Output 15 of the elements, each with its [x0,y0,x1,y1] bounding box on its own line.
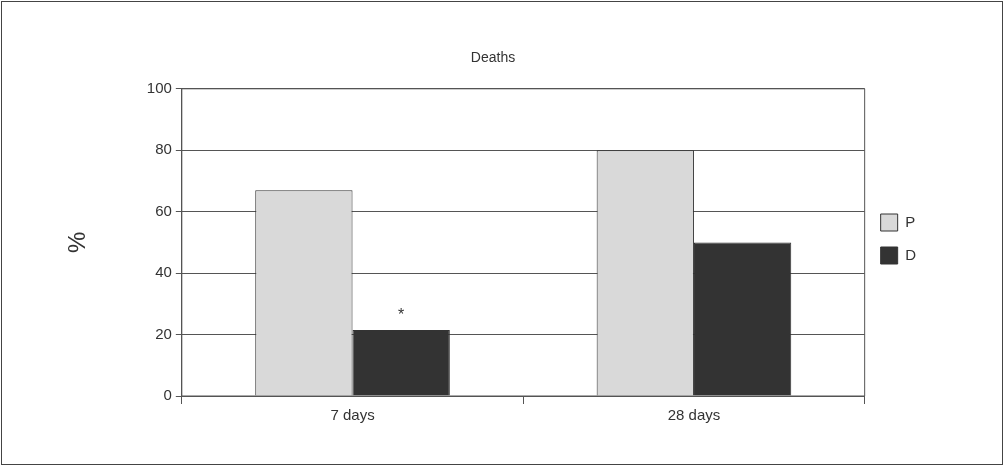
y-tick-label: 20 [155,324,172,342]
y-tick-label: 100 [146,78,172,96]
legend-label: D [905,245,917,263]
y-tick-label: 0 [163,386,172,404]
y-axis-title: % [63,231,91,254]
legend-label: P [905,212,916,230]
chart-title: Deaths [470,49,516,66]
y-tick-label: 60 [155,201,172,219]
x-tick-label: 7 days [330,406,375,424]
bar [693,242,792,396]
y-tick-label: 40 [155,263,172,281]
bar [352,329,450,396]
y-tick-label: 80 [155,140,172,158]
annotation: * [398,306,405,324]
x-tick-label: 28 days [667,406,721,424]
